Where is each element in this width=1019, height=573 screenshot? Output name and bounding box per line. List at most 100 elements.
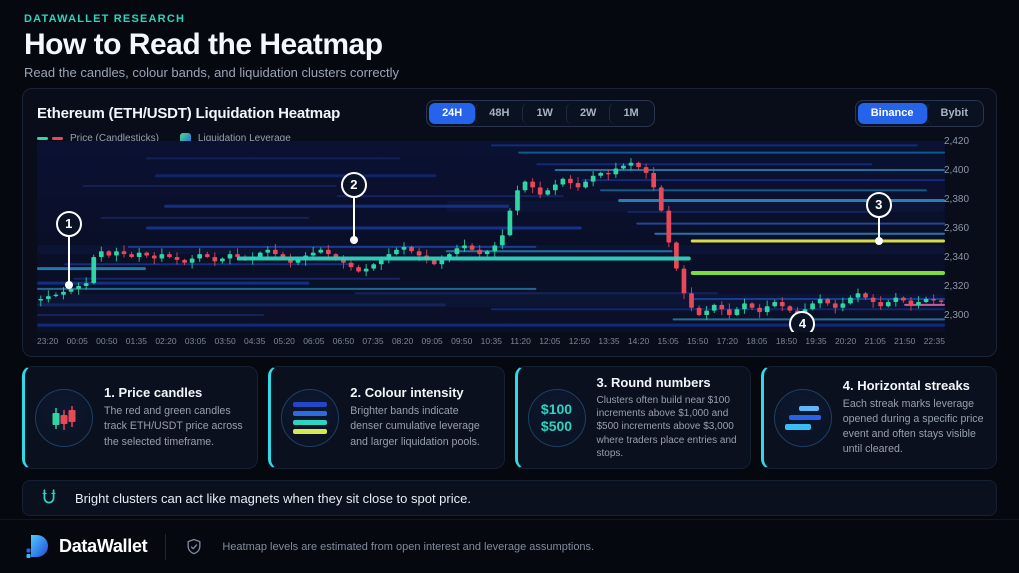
x-tick-label: 15:05 [657, 336, 679, 346]
legend-price-label: Price (Candlesticks) [70, 133, 159, 144]
x-tick-label: 19:35 [805, 336, 827, 346]
x-tick-label: 22:35 [923, 336, 945, 346]
x-tick-label: 00:05 [66, 336, 88, 346]
y-tick-label: 2,320 [944, 281, 970, 292]
annotation-stem [67, 236, 70, 282]
card-colour-intensity: 2. Colour intensity Brighter bands indic… [268, 366, 505, 469]
card-body: Brighter bands indicate denser cumulativ… [350, 405, 480, 448]
x-tick-label: 03:05 [184, 336, 207, 346]
x-tick-label: 01:35 [125, 336, 148, 346]
x-tick-label: 15:50 [687, 336, 709, 346]
exchange-group: Binance Bybit [854, 100, 984, 127]
timeframe-1m[interactable]: 1M [609, 103, 651, 124]
annotation-marker-3: 3 [865, 191, 892, 218]
page-title: How to Read the Heatmap [24, 28, 383, 61]
card-title: 2. Colour intensity [350, 385, 464, 401]
explainer-cards: 1. Price candles The red and green candl… [22, 366, 997, 469]
x-tick-label: 23:20 [37, 336, 59, 346]
y-tick-label: 2,380 [944, 194, 970, 205]
candlestick-icon [35, 388, 93, 447]
x-tick-label: 12:05 [539, 336, 561, 346]
annotation-dot [874, 237, 883, 246]
x-tick-label: 18:05 [746, 336, 768, 346]
timeframe-48h[interactable]: 48H [475, 103, 522, 124]
heatmap-plot: 1 2 3 4 [37, 141, 945, 332]
timeframe-1w[interactable]: 1W [522, 103, 566, 124]
annotation-marker-1: 1 [55, 210, 82, 237]
heatmap-panel: Ethereum (ETH/USDT) Liquidation Heatmap … [22, 88, 997, 357]
annotation-stem [877, 217, 880, 239]
x-tick-label: 09:50 [451, 336, 473, 346]
x-tick-label: 06:50 [332, 336, 355, 346]
page-footer: DataWallet Heatmap levels are estimated … [0, 519, 1019, 573]
x-tick-label: 18:50 [775, 336, 798, 346]
footer-divider [165, 533, 167, 560]
timeframe-group: 24H 48H 1W 2W 1M [426, 100, 655, 127]
x-tick-label: 17:20 [716, 336, 738, 346]
exchange-bybit[interactable]: Bybit [926, 103, 982, 124]
y-tick-label: 2,400 [944, 165, 970, 176]
icon-text-100: $100 [540, 401, 573, 418]
datawallet-logo-icon [26, 535, 48, 558]
green-dash-icon [37, 137, 48, 140]
page-subtitle: Read the candles, colour bands, and liqu… [24, 65, 400, 80]
annotation-stem [352, 197, 355, 237]
card-body: The red and green candles track ETH/USDT… [104, 405, 243, 448]
colour-bars-icon [281, 388, 340, 447]
x-tick-label: 00:50 [96, 336, 118, 346]
icon-text-500: $500 [540, 417, 573, 434]
y-tick-label: 2,300 [944, 310, 970, 321]
card-title: 3. Round numbers [596, 375, 711, 391]
annotation-marker-4: 4 [789, 310, 816, 332]
footer-note: Heatmap levels are estimated from open i… [222, 540, 595, 553]
x-tick-label: 20:20 [834, 336, 857, 346]
x-tick-label: 12:50 [568, 336, 591, 346]
y-tick-label: 2,340 [944, 252, 970, 263]
x-tick-label: 09:05 [421, 336, 443, 346]
y-tick-label: 2,360 [944, 223, 970, 234]
annotation-dot [64, 280, 73, 289]
card-body: Each streak marks leverage opened during… [842, 397, 984, 456]
x-tick-label: 14:20 [627, 336, 650, 346]
red-dash-icon [52, 137, 63, 140]
x-tick-label: 13:35 [598, 336, 620, 346]
x-tick-label: 21:50 [894, 336, 916, 346]
exchange-binance[interactable]: Binance [857, 103, 927, 124]
card-horizontal-streaks: 4. Horizontal streaks Each streak marks … [760, 366, 997, 469]
timeframe-2w[interactable]: 2W [565, 103, 610, 124]
callout-text: Bright clusters can act like magnets whe… [75, 490, 471, 506]
x-tick-label: 05:20 [273, 336, 295, 346]
x-tick-label: 03:50 [214, 336, 236, 346]
x-tick-label: 04:35 [244, 336, 266, 346]
chart-legend: Price (Candlesticks) Liquidation Leverag… [23, 127, 996, 144]
x-tick-label: 08:20 [391, 336, 414, 346]
magnet-callout: Bright clusters can act like magnets whe… [22, 480, 997, 516]
leverage-gradient-icon [179, 133, 191, 144]
card-body: Clusters often build near $100 increment… [596, 395, 737, 459]
legend-leverage-label: Liquidation Leverage [197, 133, 291, 144]
timeframe-24h[interactable]: 24H [429, 103, 476, 124]
y-tick-label: 2,420 [944, 136, 970, 147]
shield-check-icon [187, 538, 201, 554]
x-tick-label: 07:35 [362, 336, 384, 346]
annotation-overlay: 1 2 3 4 [37, 141, 945, 332]
x-tick-label: 11:20 [510, 336, 531, 346]
heatmap-svg [37, 144, 945, 327]
x-tick-label: 06:05 [303, 336, 325, 346]
page-header: DATAWALLET RESEARCH How to Read the Heat… [24, 13, 399, 80]
y-axis-labels: 2,420 2,400 2,380 2,360 2,340 2,320 2,300 [944, 89, 988, 358]
card-round-numbers: $100 $500 3. Round numbers Clusters ofte… [514, 366, 751, 469]
chart-title: Ethereum (ETH/USDT) Liquidation Heatmap [37, 105, 341, 122]
annotation-marker-2: 2 [340, 171, 367, 198]
annotation-dot [349, 235, 358, 244]
brand-name: DataWallet [59, 536, 148, 556]
card-price-candles: 1. Price candles The red and green candl… [22, 366, 259, 469]
x-tick-label: 21:05 [864, 336, 886, 346]
card-title: 4. Horizontal streaks [842, 377, 970, 393]
eyebrow: DATAWALLET RESEARCH [24, 13, 186, 25]
streaks-icon [773, 388, 832, 447]
x-tick-label: 02:20 [155, 336, 177, 346]
card-title: 1. Price candles [104, 385, 203, 401]
x-axis-labels: 23:20 00:05 00:50 01:35 02:20 03:05 03:50 04:35… [37, 336, 945, 346]
x-tick-label: 10:35 [480, 336, 502, 346]
